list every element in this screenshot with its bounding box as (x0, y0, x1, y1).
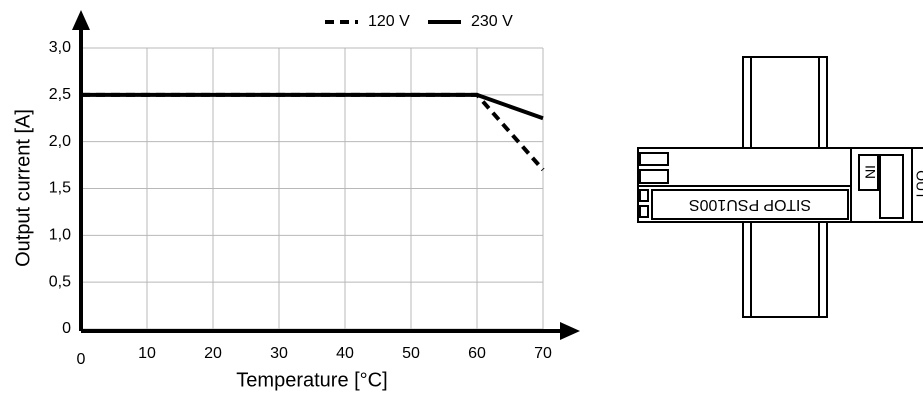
x-tick-label: 60 (468, 345, 486, 362)
data-line (81, 92, 545, 172)
x-tick-label: 40 (336, 345, 354, 362)
x-axis-label: Temperature [°C] (236, 369, 387, 391)
input-label: IN (862, 165, 878, 179)
axes (79, 28, 560, 333)
y-tick-label: 0 (62, 320, 71, 337)
terminal (858, 154, 879, 191)
x-tick-label: 70 (534, 345, 552, 362)
legend-label: 230 V (471, 13, 513, 30)
indicator (639, 152, 669, 166)
y-tick-label: 1,5 (49, 180, 71, 197)
y-axis-label: Output current [A] (12, 109, 34, 267)
legend-label: 120 V (368, 13, 410, 30)
x-axis-arrow (560, 322, 580, 340)
indicator (639, 169, 669, 184)
x-tick-label: 10 (138, 345, 156, 362)
indicator (639, 205, 649, 218)
indicator (639, 189, 649, 202)
data-line (81, 92, 544, 121)
y-tick-label: 3,0 (49, 39, 71, 56)
y-axis-arrow (72, 10, 90, 30)
output-label: OUT (913, 170, 923, 200)
y-tick-label: 1,0 (49, 227, 71, 244)
label-plate (651, 189, 849, 220)
x-tick-label: 20 (204, 345, 222, 362)
terminal (879, 154, 904, 219)
x-tick-label: 50 (402, 345, 420, 362)
device-label: SITOP PSU100S (689, 196, 811, 213)
y-tick-label: 2,0 (49, 133, 71, 150)
y-tick-label: 0,5 (49, 273, 71, 290)
chart: 0 0,5 1,0 1,5 2,0 2,5 3,0 0 10 20 30 40 50 60 70 120 V 2… (49, 13, 552, 368)
x-tick-label: 0 (77, 351, 86, 368)
device-diagram (637, 56, 923, 318)
x-tick-label: 30 (270, 345, 288, 362)
y-tick-label: 2,5 (49, 86, 71, 103)
